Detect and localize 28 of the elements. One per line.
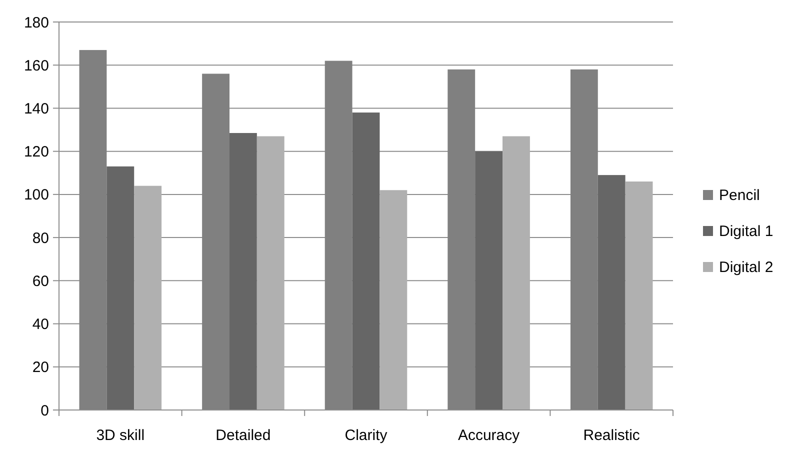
y-tick-label: 100 <box>24 186 49 204</box>
y-tick-label: 140 <box>24 100 49 118</box>
x-tick-label: 3D skill <box>96 427 145 444</box>
y-tick-label: 80 <box>32 230 49 247</box>
bar <box>229 133 257 410</box>
x-tick-label: Clarity <box>344 427 388 444</box>
bar <box>502 136 530 410</box>
y-tick-label: 160 <box>24 57 49 74</box>
x-tick-label: Detailed <box>216 427 271 444</box>
bar <box>256 136 284 410</box>
bar <box>106 166 134 410</box>
bar <box>352 112 380 410</box>
legend-label: Digital 2 <box>719 259 774 276</box>
bar <box>475 151 503 410</box>
legend-label: Pencil <box>719 187 760 204</box>
y-tick-label: 120 <box>24 144 49 161</box>
y-tick-label: 0 <box>40 402 49 420</box>
y-tick-label: 180 <box>24 14 49 32</box>
bar <box>134 186 162 410</box>
y-tick-label: 40 <box>32 316 49 334</box>
x-tick-label: Accuracy <box>458 427 520 444</box>
bar <box>380 190 408 410</box>
bar <box>598 175 626 410</box>
x-tick-label: Realistic <box>583 427 640 444</box>
y-tick-label: 20 <box>32 359 49 376</box>
legend-label: Digital 1 <box>719 223 774 240</box>
bar <box>625 182 653 410</box>
y-tick-label: 60 <box>32 272 49 290</box>
